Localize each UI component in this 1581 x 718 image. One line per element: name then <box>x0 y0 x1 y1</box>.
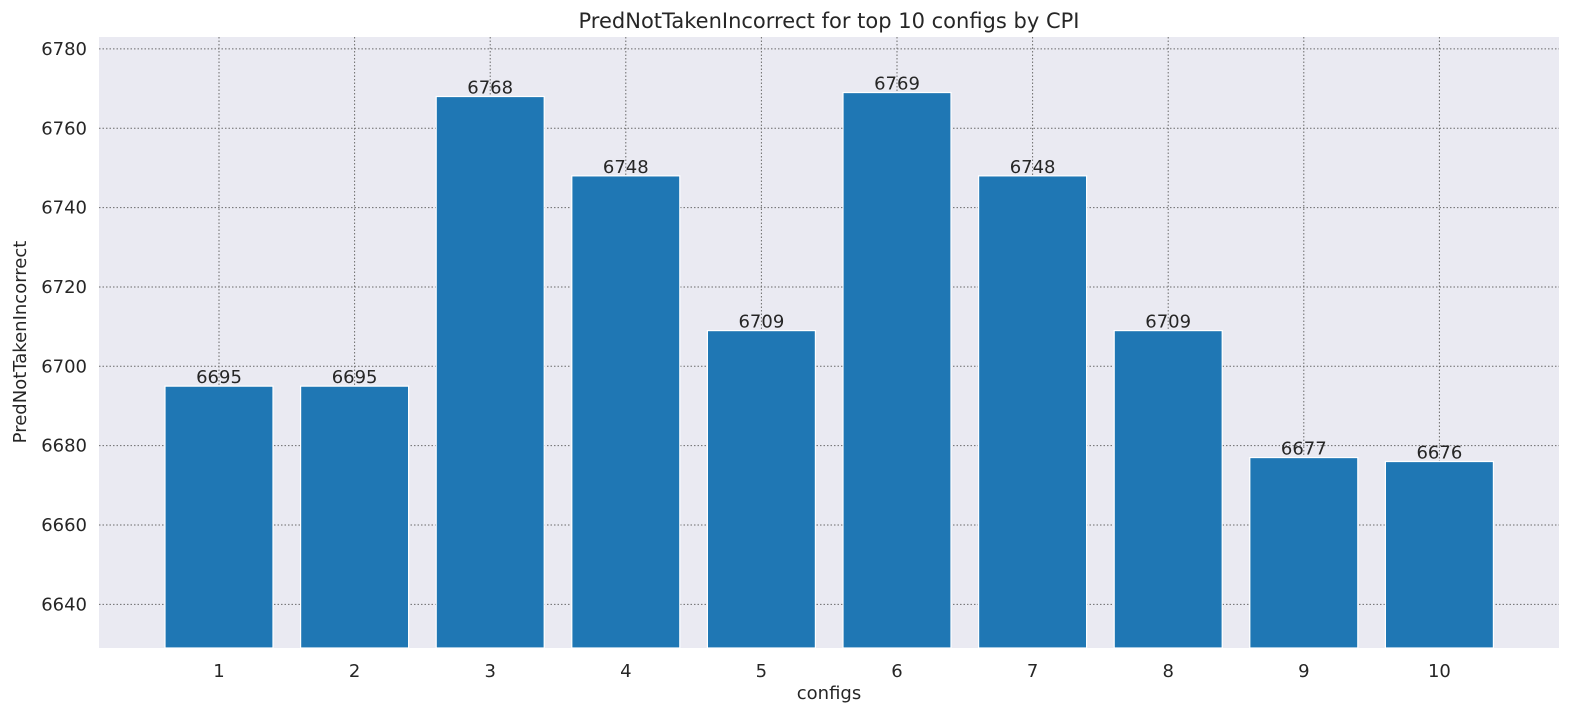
y-tick-label: 6720 <box>41 277 87 298</box>
bar-value-label: 6769 <box>874 74 920 95</box>
x-tick-label: 8 <box>1162 661 1173 682</box>
bar-value-label: 6748 <box>603 157 649 178</box>
chart-title: PredNotTakenIncorrect for top 10 configs… <box>579 9 1080 33</box>
y-tick-label: 6740 <box>41 198 87 219</box>
x-tick-label: 7 <box>1027 661 1038 682</box>
bar <box>300 385 410 649</box>
x-tick-labels: 1 2 3 4 5 6 7 8 9 10 <box>213 661 1451 682</box>
bar <box>842 91 952 649</box>
y-tick-label: 6660 <box>41 515 87 536</box>
bar <box>164 385 274 649</box>
bar-value-label: 6709 <box>738 312 784 333</box>
x-tick-label: 9 <box>1298 661 1309 682</box>
y-tick-label: 6700 <box>41 356 87 377</box>
x-tick-label: 10 <box>1428 661 1451 682</box>
bar-value-label: 6748 <box>1010 157 1056 178</box>
bar-value-label: 6676 <box>1416 443 1462 464</box>
x-tick-label: 3 <box>484 661 495 682</box>
bar <box>435 95 545 649</box>
bar <box>571 175 681 649</box>
bar-value-label: 6695 <box>332 367 378 388</box>
x-tick-label: 4 <box>620 661 631 682</box>
bar <box>1113 329 1223 649</box>
data-labels: 6695 6695 6768 6748 6709 6769 6748 6709 6677 6676 <box>196 74 1462 464</box>
bar <box>706 329 817 649</box>
bar <box>977 175 1088 649</box>
bar-value-label: 6768 <box>467 78 513 99</box>
y-tick-label: 6640 <box>41 594 87 615</box>
y-tick-label: 6680 <box>41 436 87 457</box>
bars <box>164 91 1495 649</box>
bar <box>1384 460 1495 649</box>
bar-value-label: 6709 <box>1145 312 1191 333</box>
bar-value-label: 6695 <box>196 367 242 388</box>
y-tick-label: 6760 <box>41 118 87 139</box>
y-tick-labels: 6640 6660 6680 6700 6720 6740 6760 6780 <box>41 39 87 615</box>
x-tick-label: 6 <box>891 661 902 682</box>
x-tick-label: 5 <box>756 661 767 682</box>
bar-value-label: 6677 <box>1281 439 1327 460</box>
y-tick-label: 6780 <box>41 39 87 60</box>
x-axis-label: configs <box>797 683 861 704</box>
y-axis-label: PredNotTakenIncorrect <box>10 241 31 444</box>
bar <box>1249 456 1359 649</box>
x-tick-label: 2 <box>349 661 360 682</box>
x-tick-label: 1 <box>213 661 224 682</box>
